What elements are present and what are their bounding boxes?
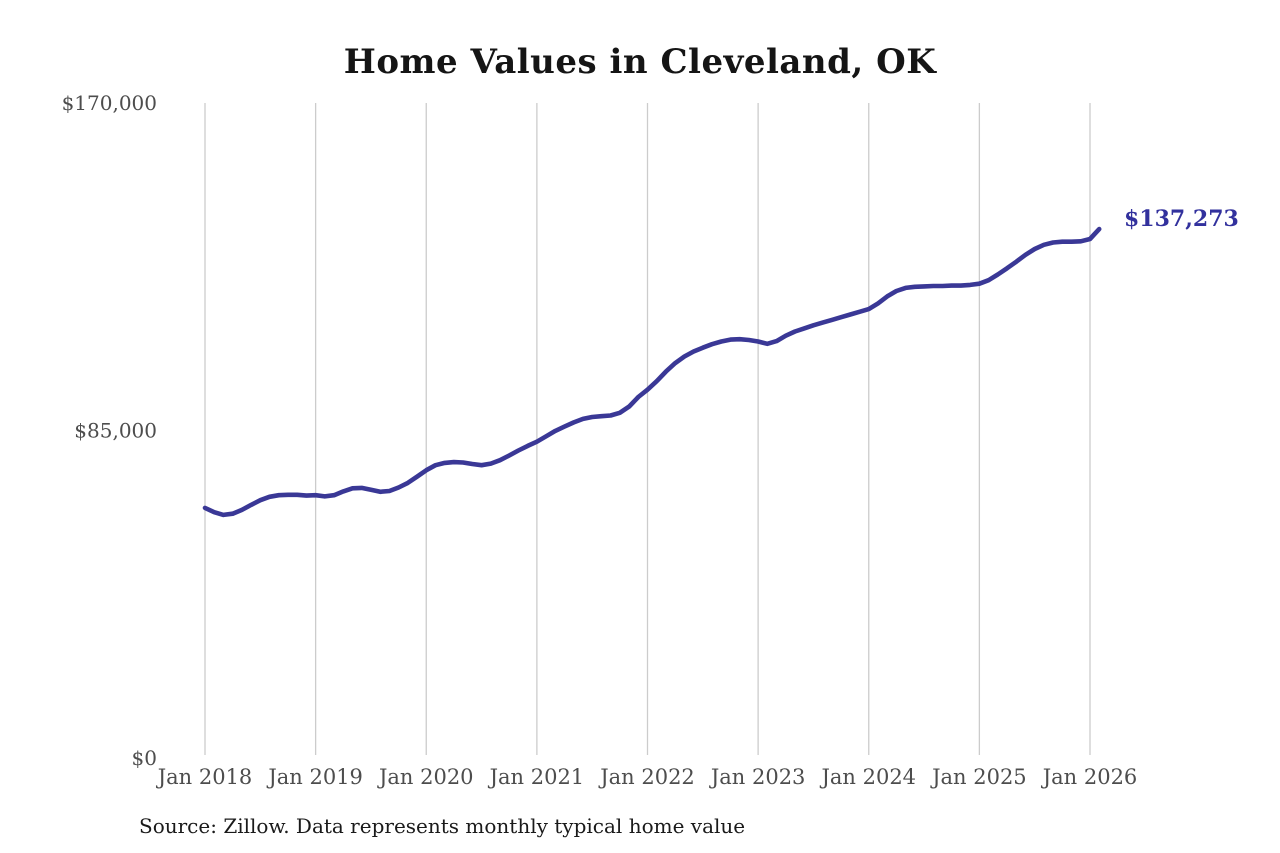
x-tick-label: Jan 2018 xyxy=(156,765,253,789)
source-note: Source: Zillow. Data represents monthly … xyxy=(139,814,746,838)
x-tick-label: Jan 2020 xyxy=(377,765,474,789)
x-tick-label: Jan 2026 xyxy=(1041,765,1138,789)
x-tick-label: Jan 2022 xyxy=(598,765,695,789)
x-tick-label: Jan 2021 xyxy=(488,765,585,789)
y-tick-label: $0 xyxy=(132,746,157,770)
x-tick-label: Jan 2023 xyxy=(709,765,806,789)
last-value-annotation: $137,273 xyxy=(1124,206,1239,232)
y-tick-label: $85,000 xyxy=(74,419,157,443)
home-value-line xyxy=(202,226,1102,518)
x-tick-label: Jan 2019 xyxy=(266,765,363,789)
chart-title: Home Values in Cleveland, OK xyxy=(343,42,937,82)
x-tick-label: Jan 2025 xyxy=(930,765,1027,789)
y-tick-label: $170,000 xyxy=(62,91,157,115)
x-tick-label: Jan 2024 xyxy=(819,765,916,789)
